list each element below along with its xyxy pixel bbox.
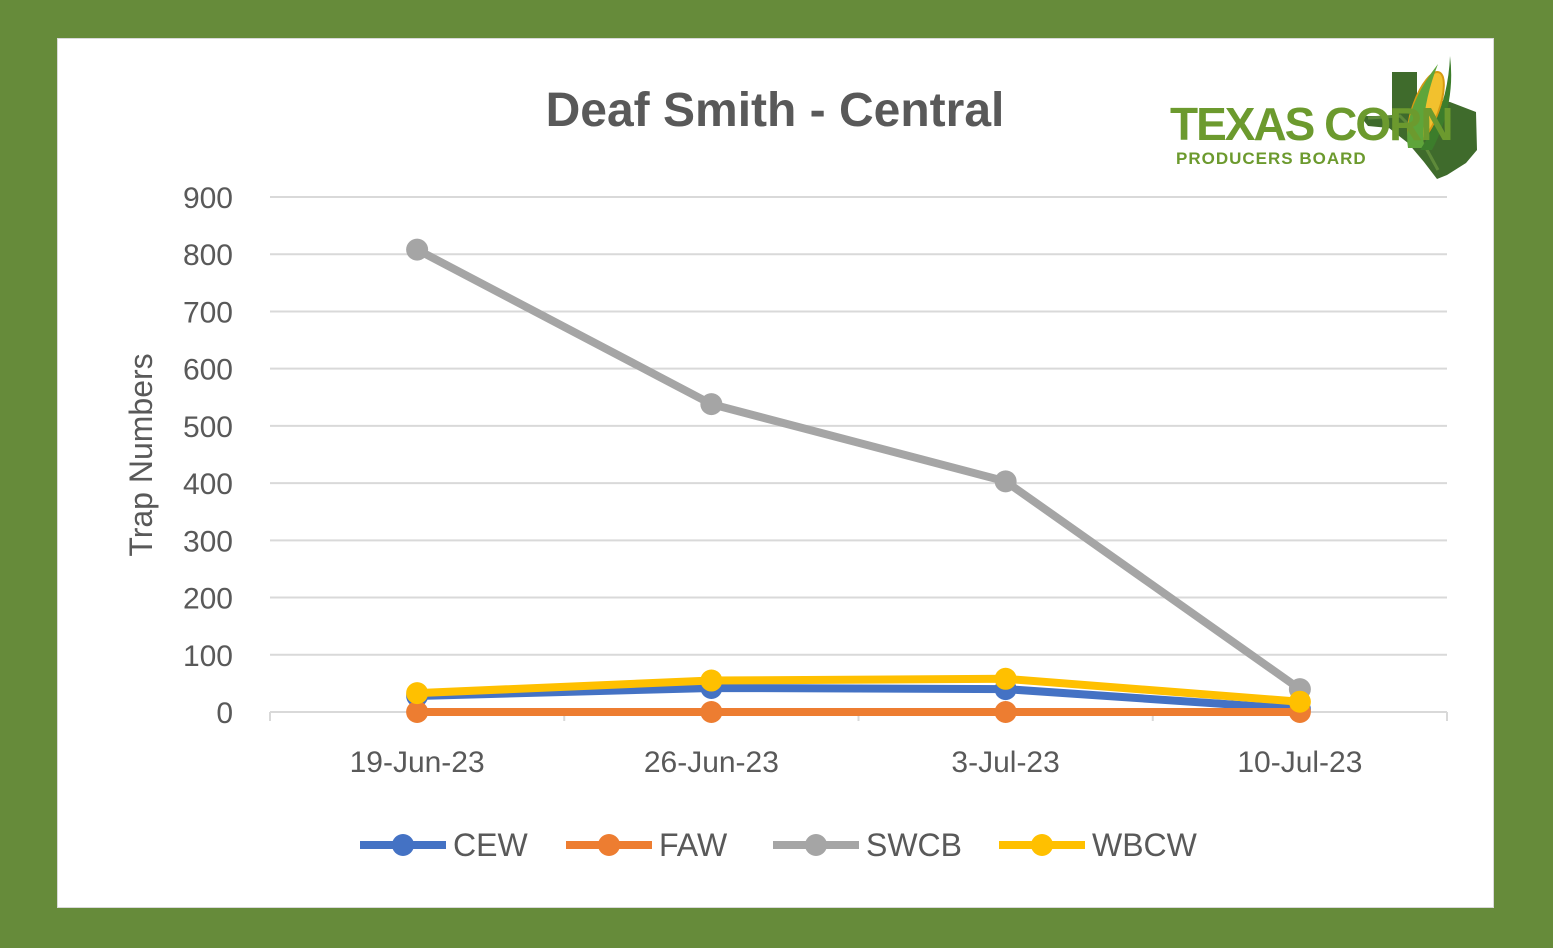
y-tick-label: 0 — [216, 697, 233, 730]
logo-wordmark: TEXAS CORN — [1170, 98, 1452, 150]
series-lines — [406, 238, 1311, 723]
series-line-swcb — [415, 246, 1303, 693]
data-point-swcb — [994, 470, 1017, 493]
logo-subtitle: PRODUCERS BOARD — [1176, 149, 1367, 168]
legend-marker-wbcw — [1031, 834, 1053, 856]
y-tick-label: 300 — [183, 525, 233, 558]
x-tick-label: 19-Jun-23 — [350, 746, 485, 779]
gridlines — [270, 196, 1447, 656]
legend: CEW FAW SWCB WBCW — [360, 827, 1198, 863]
legend-marker-cew — [392, 834, 414, 856]
y-axis-title: Trap Numbers — [123, 353, 159, 556]
y-tick-label: 400 — [183, 468, 233, 501]
x-axis: 19-Jun-23 26-Jun-23 3-Jul-23 10-Jul-23 — [269, 711, 1448, 779]
data-point-faw — [700, 701, 723, 723]
legend-label-wbcw: WBCW — [1092, 827, 1198, 863]
x-tick-label: 3-Jul-23 — [951, 746, 1059, 779]
data-point-faw — [406, 701, 429, 723]
y-tick-label: 200 — [183, 583, 233, 616]
data-point-wbcw — [1288, 690, 1311, 713]
y-tick-label: 800 — [183, 239, 233, 272]
data-point-wbcw — [700, 669, 723, 692]
y-tick-label: 700 — [183, 296, 233, 329]
y-tick-label: 500 — [183, 411, 233, 444]
legend-label-cew: CEW — [453, 827, 528, 863]
data-point-swcb — [406, 238, 429, 261]
data-point-swcb — [700, 393, 723, 416]
series-line-wbcw — [416, 674, 1301, 706]
y-tick-label: 600 — [183, 354, 233, 387]
series-line-cew — [417, 683, 1301, 714]
y-axis-ticks: 0 100 200 300 400 500 600 700 800 900 — [183, 182, 233, 730]
x-tick-label: 10-Jul-23 — [1237, 746, 1362, 779]
legend-label-faw: FAW — [659, 827, 728, 863]
data-point-wbcw — [994, 667, 1017, 690]
chart-panel — [57, 38, 1494, 908]
legend-marker-faw — [598, 834, 620, 856]
legend-marker-swcb — [805, 834, 827, 856]
legend-label-swcb: SWCB — [866, 827, 962, 863]
chart-title: Deaf Smith - Central — [546, 84, 1005, 137]
data-point-faw — [994, 701, 1017, 723]
texas-map-icon — [1360, 56, 1477, 179]
y-tick-label: 100 — [183, 640, 233, 673]
data-point-wbcw — [406, 682, 429, 705]
texas-corn-logo: TEXAS CORN PRODUCERS BOARD — [1170, 56, 1477, 179]
y-tick-label: 900 — [183, 182, 233, 215]
x-tick-label: 26-Jun-23 — [644, 746, 779, 779]
